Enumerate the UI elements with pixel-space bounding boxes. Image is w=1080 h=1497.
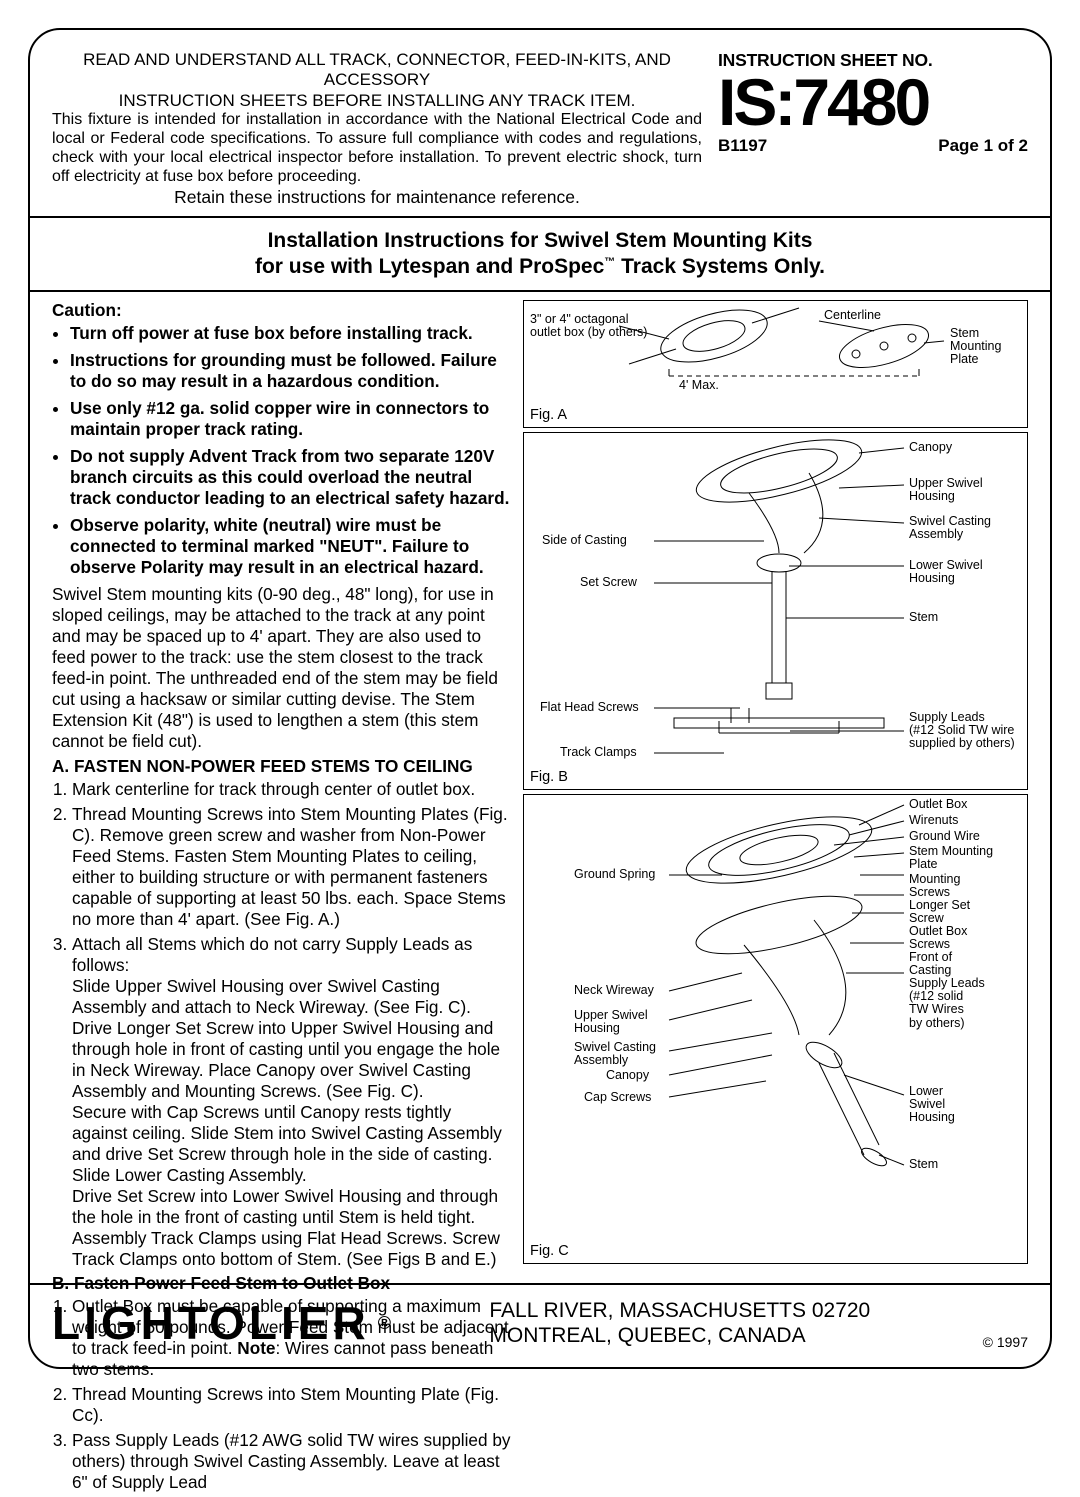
figa-caption: Fig. A [530, 407, 567, 424]
caution-item: Instructions for grounding must be follo… [70, 350, 511, 392]
figc-mountscrews-label: Mounting Screws [909, 873, 960, 899]
figa-outlet-label: 3" or 4" octagonal outlet box (by others… [530, 313, 647, 339]
header-retain: Retain these instructions for maintenanc… [52, 187, 702, 208]
figb-supply-label: Supply Leads (#12 Solid TW wire supplied… [909, 711, 1015, 750]
figb-side-label: Side of Casting [542, 534, 627, 547]
is-number: IS:7480 [718, 73, 1028, 132]
section-a-heading: A. FASTEN NON-POWER FEED STEMS TO CEILIN… [52, 756, 511, 777]
address: FALL RIVER, MASSACHUSETTS 02720 MONTREAL… [489, 1298, 870, 1348]
figb-set-screw-label: Set Screw [580, 576, 637, 589]
figc-stem-label: Stem [909, 1158, 938, 1171]
figc-front-label: Front of Casting [909, 951, 952, 977]
figc-outscrews-label: Outlet Box Screws [909, 925, 967, 951]
page-number: Page 1 of 2 [938, 136, 1028, 156]
title-block: Installation Instructions for Swivel Ste… [52, 228, 1028, 281]
figure-c: Outlet Box Wirenuts Ground Wire Stem Mou… [523, 794, 1028, 1264]
step-item: Mark centerline for track through center… [72, 779, 511, 800]
caution-item: Use only #12 ga. solid copper wire in co… [70, 398, 511, 440]
figc-outletbox-label: Outlet Box [909, 798, 967, 811]
header-caps-2: INSTRUCTION SHEETS BEFORE INSTALLING ANY… [52, 91, 702, 111]
figc-capscrews-label: Cap Screws [584, 1091, 651, 1104]
figc-neck-label: Neck Wireway [574, 984, 654, 997]
figure-b: Canopy Upper Swivel Housing Swivel Casti… [523, 432, 1028, 790]
footer: LIGHTOLIER® FALL RIVER, MASSACHUSETTS 02… [52, 1296, 1028, 1351]
figc-swivelassy-label: Swivel Casting Assembly [574, 1041, 656, 1067]
caution-item: Do not supply Advent Track from two sepa… [70, 446, 511, 509]
figb-stem-label: Stem [909, 611, 938, 624]
step-item: Thread Mounting Screws into Stem Mountin… [72, 804, 511, 930]
divider-2 [30, 290, 1050, 292]
caution-item: Observe polarity, white (neutral) wire m… [70, 515, 511, 578]
copyright: © 1997 [983, 1334, 1028, 1351]
figa-plate-label: Stem Mounting Plate [950, 327, 1027, 366]
header-warning-block: READ AND UNDERSTAND ALL TRACK, CONNECTOR… [52, 50, 702, 208]
title-line-2: for use with Lytespan and ProSpec™ Track… [52, 254, 1028, 280]
figc-wirenuts-label: Wirenuts [909, 814, 958, 827]
figc-groundspring-label: Ground Spring [574, 868, 655, 881]
step-item: Attach all Stems which do not carry Supp… [72, 934, 511, 1270]
figb-swivel-assy-label: Swivel Casting Assembly [909, 515, 1027, 541]
intro-paragraph: Swivel Stem mounting kits (0-90 deg., 48… [52, 584, 511, 752]
section-a-steps: Mark centerline for track through center… [52, 779, 511, 1270]
caution-list: Turn off power at fuse box before instal… [52, 323, 511, 578]
figb-caption: Fig. B [530, 769, 568, 786]
step-item: Thread Mounting Screws into Stem Mountin… [72, 1384, 511, 1426]
figc-upperswivel-label: Upper Swivel Housing [574, 1009, 648, 1035]
figc-stemplate-label: Stem Mounting Plate [909, 845, 993, 871]
figb-flathead-label: Flat Head Screws [540, 701, 639, 714]
caution-item: Turn off power at fuse box before instal… [70, 323, 511, 344]
figure-a: 3" or 4" octagonal outlet box (by others… [523, 300, 1028, 428]
divider-1 [30, 216, 1050, 218]
figb-upper-swivel-label: Upper Swivel Housing [909, 477, 1027, 503]
figc-longerset-label: Longer Set Screw [909, 899, 970, 925]
brand-logo: LIGHTOLIER® [52, 1296, 395, 1351]
caution-heading: Caution: [52, 300, 511, 321]
figb-canopy-label: Canopy [909, 441, 952, 454]
figb-clamps-label: Track Clamps [560, 746, 637, 759]
step-item: Pass Supply Leads (#12 AWG solid TW wire… [72, 1430, 511, 1493]
header-body: This fixture is intended for installatio… [52, 111, 702, 187]
b-code: B1197 [718, 136, 767, 156]
title-line-1: Installation Instructions for Swivel Ste… [52, 228, 1028, 254]
figc-caption: Fig. C [530, 1243, 569, 1260]
header-caps-1: READ AND UNDERSTAND ALL TRACK, CONNECTOR… [52, 50, 702, 91]
figa-max-label: 4' Max. [679, 379, 719, 392]
figc-supply-label: Supply Leads (#12 solid TW Wires by othe… [909, 977, 985, 1030]
figb-lower-swivel-label: Lower Swivel Housing [909, 559, 1027, 585]
divider-3 [30, 1283, 1050, 1285]
figa-centerline-label: Centerline [824, 309, 881, 322]
figc-canopy-label: Canopy [606, 1069, 649, 1082]
figc-groundwire-label: Ground Wire [909, 830, 980, 843]
figc-lowerswivel-label: Lower Swivel Housing [909, 1085, 955, 1124]
sheet-id-block: INSTRUCTION SHEET NO. IS:7480 B1197 Page… [718, 50, 1028, 208]
